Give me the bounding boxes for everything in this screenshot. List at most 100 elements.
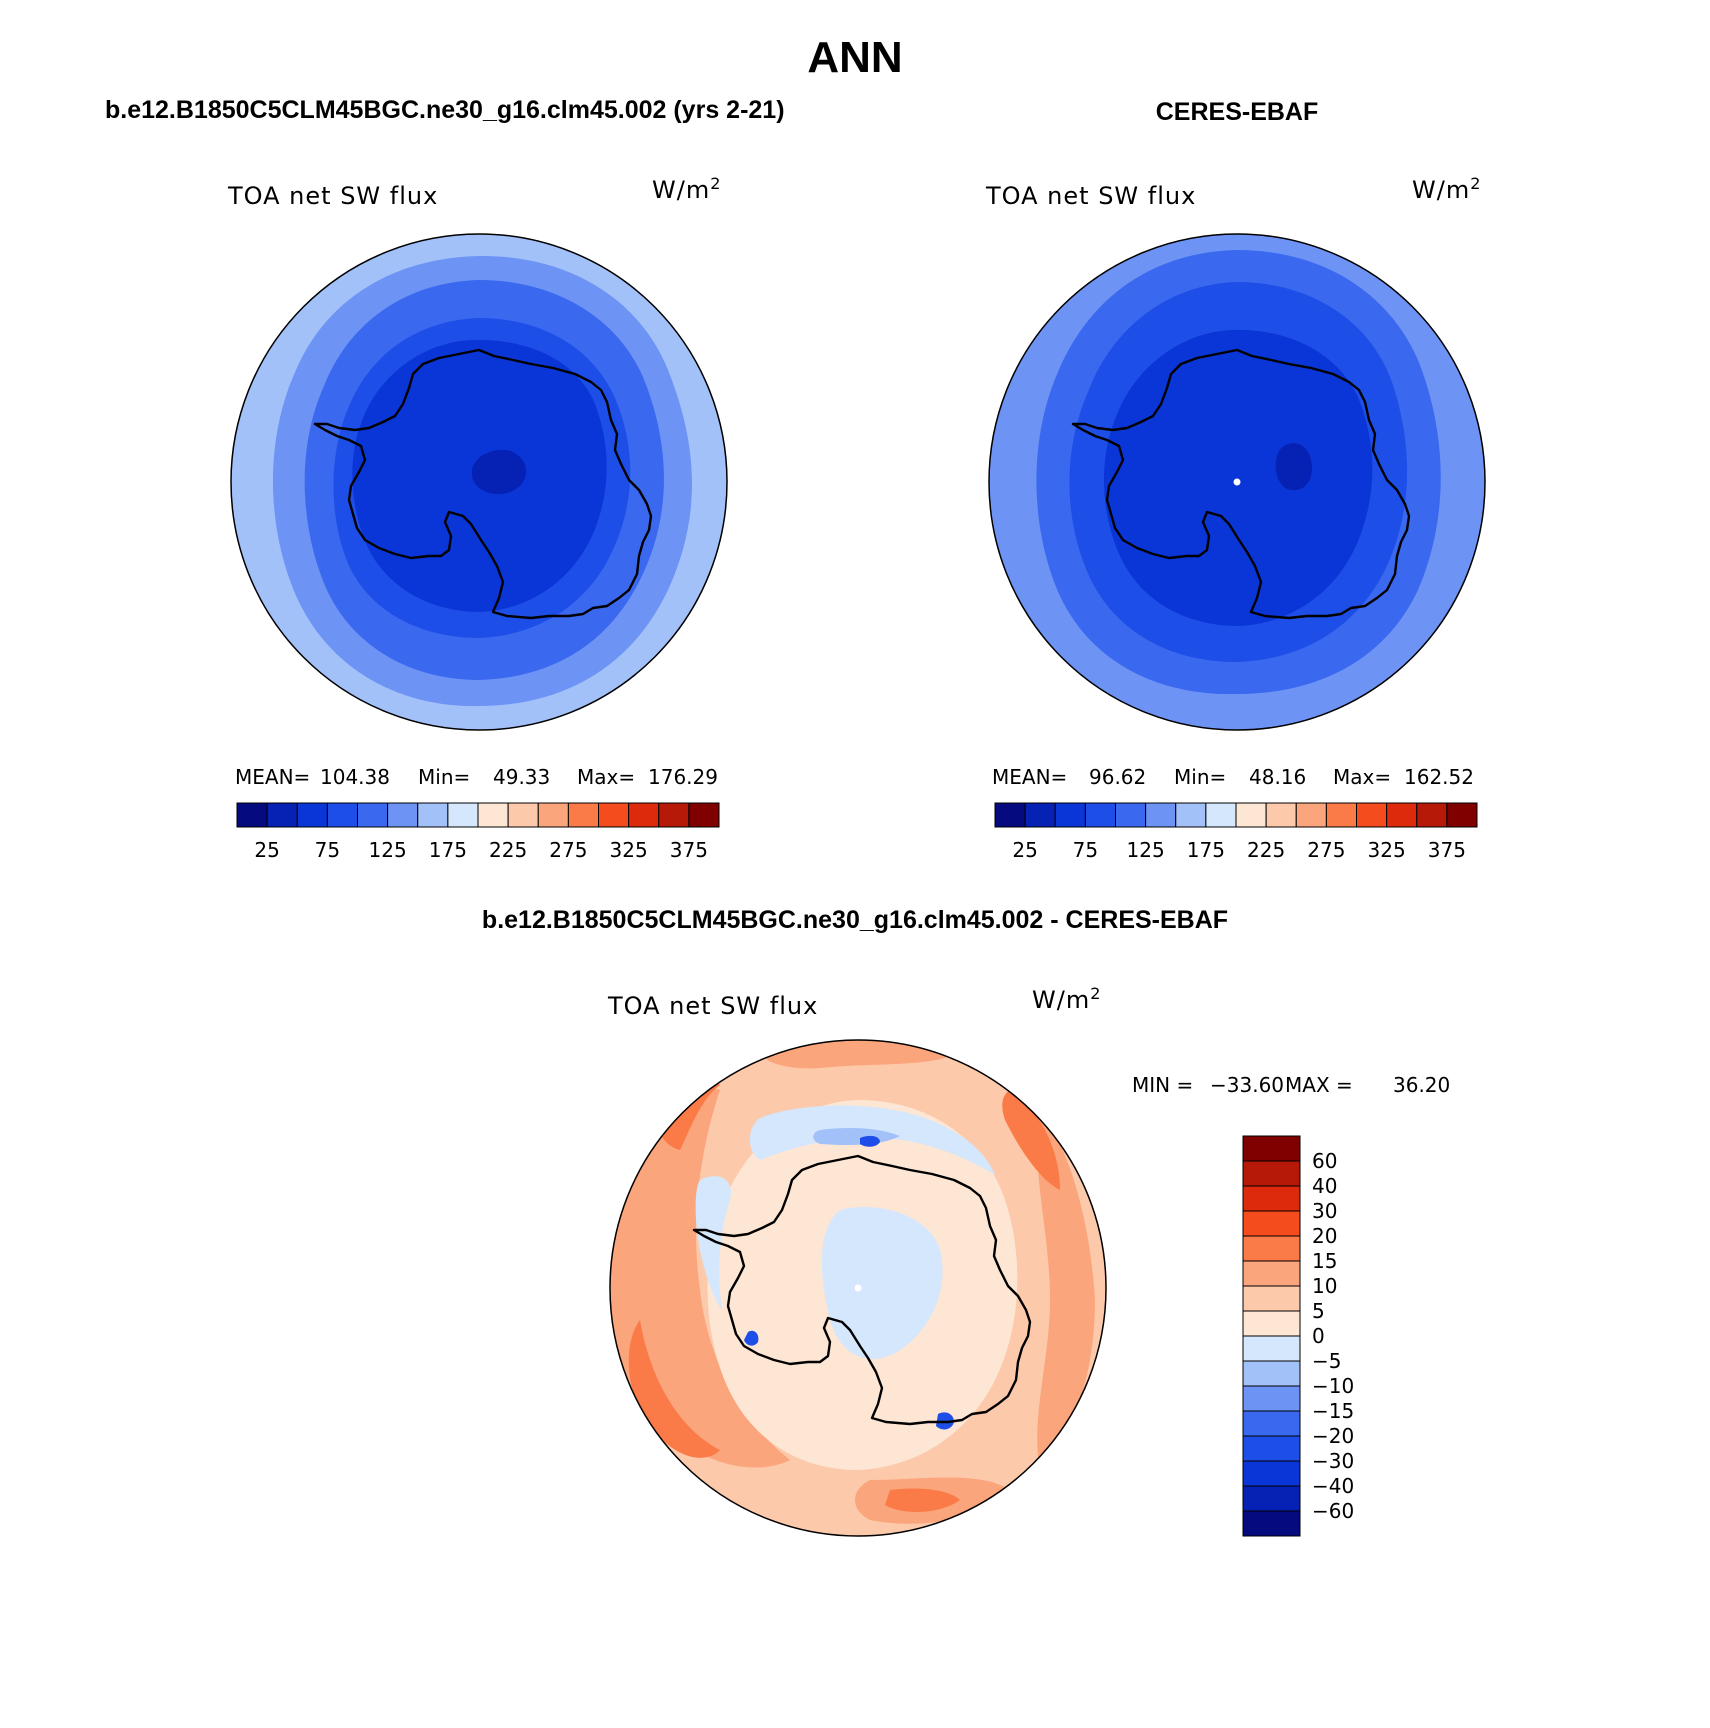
panel-difference-colorbar-tick-label: 10 [1312, 1274, 1337, 1298]
panel-difference-colorbar-box [1242, 1185, 1301, 1212]
panel-difference-colorbar-tick-label: 40 [1312, 1174, 1337, 1198]
panel-observed-colorbar-box [1356, 802, 1388, 828]
panel-difference-colorbar-tick-label: 15 [1312, 1249, 1337, 1273]
panel-model-colorbar-box [266, 802, 298, 828]
panel-observed-map-border [988, 233, 1486, 731]
panel-model-colorbar-box [387, 802, 419, 828]
panel-difference-region-minus5-interior [821, 1207, 943, 1360]
panel-difference-colorbar-tick-label: 20 [1312, 1224, 1337, 1248]
panel-model-colorbar-box [507, 802, 539, 828]
panel-model-stats: MEAN= 104.38 Min= 49.33 Max= 176.29 [235, 765, 718, 789]
panel-model-colorbar-tick-label: 125 [369, 838, 407, 862]
panel-model-colorbar-box [357, 802, 389, 828]
panel-model-colorbar-box [236, 802, 268, 828]
panel-observed-colorbar-tick-label: 175 [1187, 838, 1225, 862]
panel-observed-units: W/m2 [1412, 174, 1481, 204]
panel-model-colorbar-box [598, 802, 630, 828]
panel-model-colorbar-tick-label: 225 [489, 838, 527, 862]
panel-difference-colorbar-box [1242, 1485, 1301, 1512]
panel-model-map [231, 234, 727, 730]
panel-difference-colorbar-box [1242, 1260, 1301, 1287]
panel-model-colorbar-box [417, 802, 449, 828]
panel-difference-colorbar-box [1242, 1310, 1301, 1337]
panel-observed-colorbar-box [1295, 802, 1327, 828]
panel-model-colorbar-tick-label: 175 [429, 838, 467, 862]
panel-difference-region-15-east [1037, 1110, 1095, 1470]
panel-observed-colorbar-box [1386, 802, 1418, 828]
panel-model-colorbar-tick-label: 75 [315, 838, 340, 862]
panel-observed-colorbar-box [1115, 802, 1147, 828]
panel-model-colorbar-tick-label: 275 [549, 838, 587, 862]
panel-difference-colorbar-tick-label: −30 [1312, 1449, 1354, 1473]
panel-difference-colorbar-tick-label: −5 [1312, 1349, 1341, 1373]
panel-difference-colorbar-tick-label: 5 [1312, 1299, 1325, 1323]
panel-model-colorbar: 25 75 125 175 225 275 325 375 [236, 802, 720, 862]
panel-difference-region-minus20-west [744, 1330, 759, 1346]
panel-observed-colorbar-tick-label: 325 [1368, 838, 1406, 862]
panel-difference-colorbar-box [1242, 1135, 1301, 1162]
panel-observed-title: CERES-EBAF [1156, 98, 1319, 126]
panel-difference-colorbar-tick-label: −15 [1312, 1399, 1354, 1423]
panel-model-map-border [230, 233, 728, 731]
panel-model-colorbar-box [658, 802, 690, 828]
panel-difference-colorbar-box [1242, 1210, 1301, 1237]
panel-model: b.e12.B1850C5CLM45BGC.ne30_g16.clm45.002… [105, 96, 785, 862]
panel-difference-colorbar-box [1242, 1460, 1301, 1487]
panel-model-colorbar-box [477, 802, 509, 828]
panel-observed: CERES-EBAF TOA net SW flux W/m2 MEAN= 96.… [985, 98, 1486, 862]
panel-difference-units: W/m2 [1032, 984, 1101, 1014]
panel-observed-colorbar-box [994, 802, 1026, 828]
panel-difference-map-border [609, 1039, 1107, 1537]
panel-model-band-50 [471, 449, 527, 494]
panel-difference-region-minus5-coast [695, 1176, 731, 1310]
panel-difference-region-20-west [628, 1320, 720, 1458]
panel-observed-stats: MEAN= 96.62 Min= 48.16 Max= 162.52 [992, 765, 1474, 789]
panel-observed-band-50 [1275, 443, 1312, 491]
panel-observed-colorbar-box [1054, 802, 1086, 828]
panel-observed-colorbar-box [1175, 802, 1207, 828]
panel-observed-colorbar-box [1084, 802, 1116, 828]
panel-difference-title: b.e12.B1850C5CLM45BGC.ne30_g16.clm45.002… [482, 906, 1228, 934]
panel-observed-colorbar-tick-label: 275 [1307, 838, 1345, 862]
panel-model-colorbar-box [447, 802, 479, 828]
panel-observed-colorbar-tick-label: 225 [1247, 838, 1285, 862]
panel-difference-colorbar-tick-label: 30 [1312, 1199, 1337, 1223]
panel-observed-colorbar-box [1024, 802, 1056, 828]
panel-model-colorbar-box [688, 802, 720, 828]
panel-observed-colorbar-tick-label: 375 [1428, 838, 1466, 862]
panel-difference-region-20-south [885, 1488, 960, 1512]
figure-title: ANN [807, 33, 902, 82]
panel-model-colorbar-box [628, 802, 660, 828]
panel-difference-colorbar-tick-label: −40 [1312, 1474, 1354, 1498]
panel-model-colorbar-box [567, 802, 599, 828]
panel-difference-region-20-northeast [1002, 1090, 1060, 1190]
panel-difference-colorbar-tick-label: 60 [1312, 1149, 1337, 1173]
panel-difference: b.e12.B1850C5CLM45BGC.ne30_g16.clm45.002… [482, 906, 1450, 1537]
panel-model-colorbar-tick-label: 325 [610, 838, 648, 862]
panel-difference-colorbar-box [1242, 1510, 1301, 1537]
panel-observed-colorbar-box [1235, 802, 1267, 828]
panel-observed-colorbar-tick-label: 25 [1012, 838, 1037, 862]
panel-observed-colorbar: 25 75 125 175 225 275 325 375 [994, 802, 1478, 862]
panel-difference-colorbar-tick-label: 0 [1312, 1324, 1325, 1348]
panel-difference-colorbar-box [1242, 1235, 1301, 1262]
panel-model-colorbar-box [326, 802, 358, 828]
panel-model-variable-label: TOA net SW flux [227, 182, 438, 210]
panel-difference-variable-label: TOA net SW flux [607, 992, 818, 1020]
panel-difference-colorbar-tick-label: −10 [1312, 1374, 1354, 1398]
panel-difference-colorbar-box [1242, 1160, 1301, 1187]
panel-model-colorbar-tick-label: 375 [670, 838, 708, 862]
panel-difference-colorbar-box [1242, 1285, 1301, 1312]
panel-difference-stats: MIN = −33.60MAX = 36.20 [1132, 1073, 1450, 1097]
panel-difference-region-minus5-ring [749, 1105, 995, 1175]
panel-difference-colorbar-tick-label: −60 [1312, 1499, 1354, 1523]
panel-difference-colorbar-box [1242, 1385, 1301, 1412]
panel-model-colorbar-box [537, 802, 569, 828]
panel-observed-colorbar-tick-label: 125 [1127, 838, 1165, 862]
panel-difference-colorbar-box [1242, 1360, 1301, 1387]
panel-model-units: W/m2 [652, 174, 721, 204]
panel-observed-colorbar-box [1416, 802, 1448, 828]
panel-model-colorbar-tick-label: 25 [254, 838, 279, 862]
